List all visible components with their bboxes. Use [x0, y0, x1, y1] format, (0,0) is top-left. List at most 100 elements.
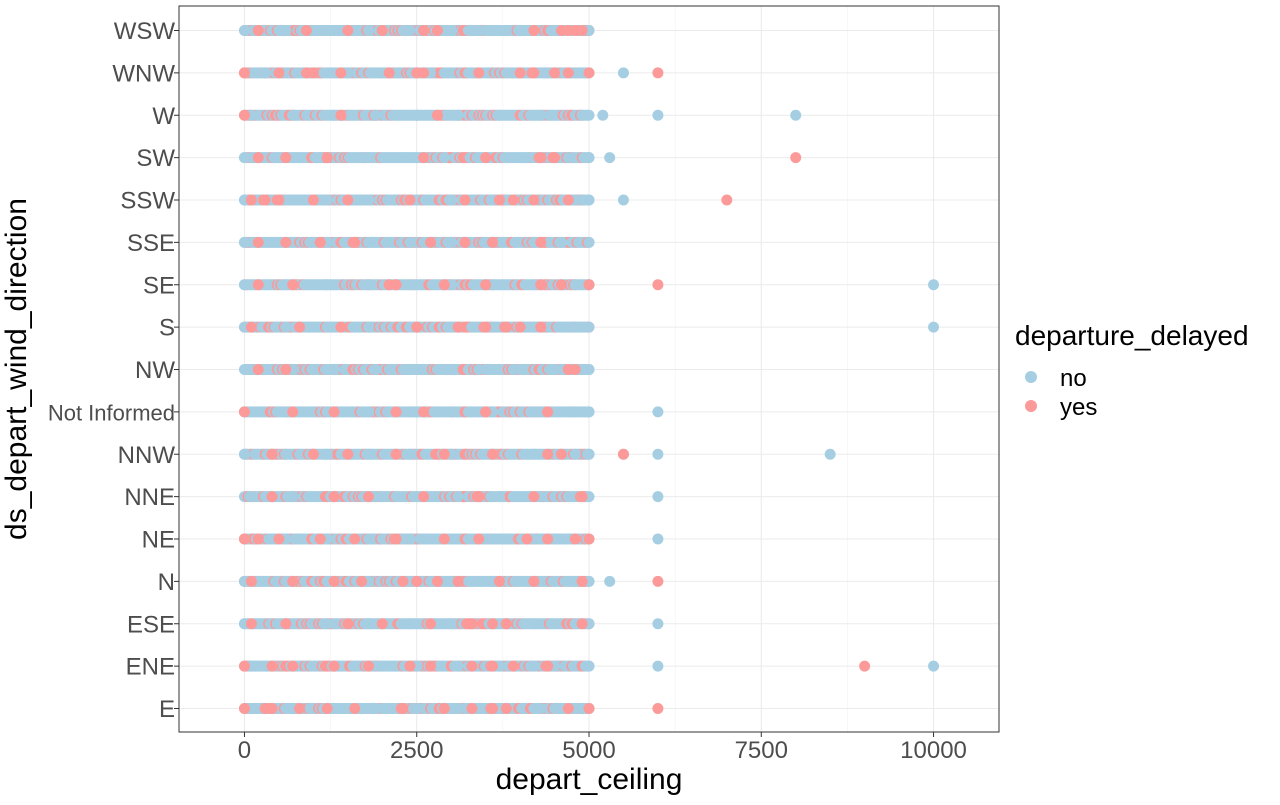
point-yes-ese: [245, 618, 257, 630]
point-yes-n: [493, 575, 505, 587]
point-yes-s: [245, 321, 257, 333]
point-yes-wnw: [238, 67, 250, 79]
point-yes-e: [487, 703, 499, 714]
point-yes-sw: [535, 152, 547, 164]
point-no-not-informed: [445, 406, 457, 418]
point-yes-s: [294, 321, 306, 333]
point-no-nnw: [404, 448, 416, 460]
point-no-not-informed: [528, 406, 540, 418]
point-yes-not-informed: [542, 406, 554, 418]
point-yes-e: [562, 703, 574, 714]
point-yes-ene: [507, 660, 519, 672]
y-tick-label-sw: SW: [136, 145, 175, 172]
point-no-e: [452, 703, 464, 714]
point-yes-ene: [238, 660, 250, 672]
point-no-w: [493, 109, 505, 121]
point-no-sw: [583, 152, 595, 164]
point-no-sse: [583, 236, 595, 248]
point-yes-wnw: [307, 67, 319, 79]
point-yes-ne: [252, 533, 264, 545]
point-yes-wsw: [342, 25, 354, 36]
point-yes-not-informed: [390, 406, 402, 418]
point-yes-nne: [362, 491, 374, 503]
point-yes-wsw: [431, 25, 443, 36]
point-no-se: [928, 279, 940, 291]
point-yes-sw: [321, 152, 333, 164]
point-no-sw: [438, 152, 450, 164]
point-yes-ssw: [507, 194, 519, 206]
point-no-nne: [452, 491, 464, 503]
point-yes-wnw: [652, 67, 664, 79]
point-yes-wsw: [528, 25, 540, 36]
point-no-e: [411, 703, 423, 714]
point-yes-se: [390, 279, 402, 291]
point-yes-sse: [252, 236, 264, 248]
point-yes-sw: [480, 152, 492, 164]
point-yes-ne: [390, 533, 402, 545]
point-yes-nnw: [307, 448, 319, 460]
point-yes-wnw: [562, 67, 574, 79]
point-yes-wsw: [418, 25, 430, 36]
point-no-w: [369, 109, 381, 121]
point-no-wsw: [238, 25, 250, 36]
point-no-nne: [562, 491, 574, 503]
point-yes-ene: [542, 660, 554, 672]
point-no-nnw: [583, 448, 595, 460]
point-no-sw: [238, 152, 250, 164]
point-yes-wsw: [300, 25, 312, 36]
point-no-ene: [652, 660, 664, 672]
y-tick-label-e: E: [159, 696, 175, 723]
point-no-nnw: [238, 448, 250, 460]
point-yes-ssw: [259, 194, 271, 206]
point-yes-s: [335, 321, 347, 333]
point-yes-nnw: [390, 448, 402, 460]
point-yes-nw: [252, 364, 264, 375]
point-no-nne: [493, 491, 505, 503]
y-tick-label-not-informed: Not Informed: [48, 400, 175, 425]
point-no-ne: [652, 533, 664, 545]
point-no-sw: [562, 152, 574, 164]
point-yes-wnw: [528, 67, 540, 79]
point-yes-wnw: [514, 67, 526, 79]
point-yes-sw: [418, 152, 430, 164]
point-no-ese: [362, 618, 374, 630]
point-yes-sw: [280, 152, 292, 164]
point-yes-sw: [252, 152, 264, 164]
point-yes-w: [238, 109, 250, 121]
point-yes-nnw: [617, 448, 629, 460]
point-no-s: [569, 321, 581, 333]
point-yes-n: [356, 575, 368, 587]
point-yes-wsw: [252, 25, 264, 36]
legend-item-yes: yes: [1025, 394, 1097, 421]
point-yes-n: [287, 575, 299, 587]
point-no-nnw: [321, 448, 333, 460]
point-yes-n: [245, 575, 257, 587]
point-yes-se: [583, 279, 595, 291]
point-yes-e: [266, 703, 278, 714]
point-no-w: [287, 109, 299, 121]
y-tick-label-nw: NW: [135, 357, 175, 384]
point-yes-ne: [521, 533, 533, 545]
point-no-s: [362, 321, 374, 333]
point-yes-nne: [418, 491, 430, 503]
point-no-nne: [652, 491, 664, 503]
x-axis: 0 2500 5000 7500 10000: [238, 732, 967, 764]
point-yes-e: [466, 703, 478, 714]
y-tick-label-n: N: [158, 569, 175, 596]
point-no-nnw: [528, 448, 540, 460]
point-no-wsw: [362, 25, 374, 36]
legend-label-yes: yes: [1060, 394, 1097, 421]
point-yes-e: [438, 703, 450, 714]
point-yes-sse: [314, 236, 326, 248]
y-tick-label-ene: ENE: [126, 654, 175, 681]
x-tick-label: 0: [238, 737, 251, 764]
point-yes-ne: [349, 533, 361, 545]
point-no-w: [597, 109, 609, 121]
point-no-sw: [356, 152, 368, 164]
y-axis-title: ds_depart_wind_direction: [0, 198, 33, 540]
point-no-w: [790, 109, 802, 121]
point-yes-ne: [569, 533, 581, 545]
point-no-e: [369, 703, 381, 714]
point-yes-ene: [425, 660, 437, 672]
